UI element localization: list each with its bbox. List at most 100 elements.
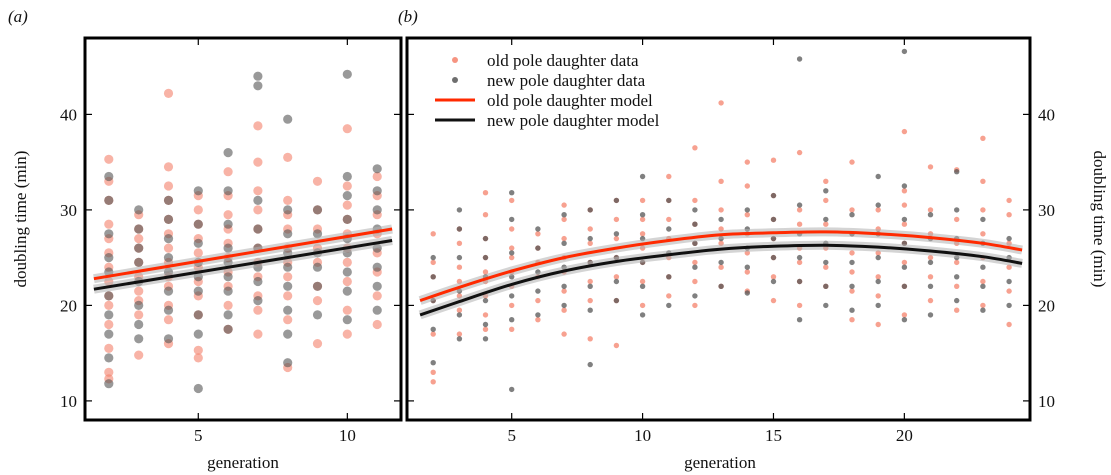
panel-b-old-pole-point [796,259,803,266]
panel-b-old-pole-point [823,221,829,227]
panel-b-old-pole-point [482,212,489,218]
panel-a-old-pole-point [312,296,323,306]
panel-a-new-pole-point [372,164,382,174]
panel-a-old-pole-point [283,315,293,325]
panel-a-frame [83,36,403,422]
panel-b-new-pole-point [901,183,908,189]
panel-a-new-pole-point [312,229,323,239]
panel-a-new-pole-point [223,286,233,296]
panel-b-old-pole-point [718,178,724,184]
panel-b-old-pole-point [901,128,908,135]
panel-b-old-pole-point [692,302,698,309]
panel-a-new-pole-point [193,219,203,229]
panel-a-old-pole-point [134,234,144,244]
panel-a-old-pole-point [134,286,144,296]
panel-b-new-pole-point [456,336,463,342]
panel-b-old-pole-point [980,207,986,213]
panel-b-new-pole-point [901,283,908,289]
panel-b-label: (b) [398,7,418,26]
panel-b-new-pole-point [535,245,541,251]
panel-a-ylabel: doubling time (min) [11,151,30,288]
panel-b-old-pole-point [587,297,593,304]
panel-b-new-pole-point [875,278,881,285]
panel-b-new-pole-point [509,317,515,323]
panel-a-new-pole-point [312,205,323,215]
panel-b-old-pole-point [901,188,908,194]
panel-a-old-pole-point [163,181,174,191]
panel-a-old-pole-point [283,272,293,282]
panel-b-old-pole-point [980,178,986,184]
panel-b-old-pole-point [1006,197,1012,204]
panel-b-old-pole-point [744,183,750,189]
panel-a-old-pole-point [104,300,114,310]
panel-a-old-pole-point [104,219,114,229]
panel-a-new-pole-point [223,219,233,229]
panel-a-old-pole-point [312,176,323,186]
panel-a-new-pole-point [134,257,144,267]
panel-a-label: (a) [8,7,28,26]
panel-b-old-pole-point [901,202,908,208]
panel-b-old-pole-point [430,231,436,237]
panel-b-old-pole-point [718,264,724,270]
panel-b-old-pole-point [613,216,620,223]
panel-b-new-pole-point [744,264,750,270]
panel-b-new-pole-point [509,216,515,223]
panel-b-new-pole-point [613,197,620,204]
panel-b-old-pole-point [509,245,515,251]
panel-b-new-pole-point [639,212,646,218]
panel-a-plot: 5 10 10 20 30 40 [60,36,403,445]
panel-b-old-pole-point [561,307,567,313]
panel-a-xtick-label: 5 [194,426,203,445]
panel-a-new-pole-point [223,324,233,334]
panel-b-old-pole-point [456,307,463,313]
panel-b-old-pole-point [875,207,881,213]
panel-a-new-pole-point [223,148,233,158]
panel-b-new-pole-point [744,207,750,213]
panel-a-xtick-label: 10 [339,426,356,445]
panel-b-new-pole-point [587,235,593,242]
panel-b-old-pole-point [796,207,803,213]
panel-b-old-pole-point [849,250,855,256]
panel-b-new-pole-point [954,297,960,304]
panel-b-new-pole-point [692,293,698,299]
panel-b-new-pole-point [875,254,881,261]
panel-b-old-pole-point [901,221,908,227]
panel-b-new-pole-point [1006,278,1012,285]
panel-b-old-pole-point [796,221,803,227]
panel-b-new-pole-point [927,312,934,318]
panel-b-old-pole-point [927,274,934,280]
panel-b-old-pole-point [509,197,515,204]
panel-b-xtick-label: 10 [634,426,651,445]
panel-a-new-pole-point [163,286,174,296]
panel-b-old-pole-point [509,326,515,332]
panel-a-new-pole-point [104,229,114,239]
panel-b-plot: 5 10 15 20 10 20 30 40 [405,36,1055,445]
panel-a-old-pole-point [372,291,382,301]
panel-b-new-pole-point [639,173,646,180]
panel-b-frame [405,36,1032,422]
panel-b-old-pole-point [849,159,855,165]
panel-b-new-pole-point [718,283,724,289]
panel-b-old-pole-point [613,342,620,349]
panel-b-old-pole-point [666,293,672,299]
panel-b-old-pole-point [639,302,646,309]
panel-b-old-pole-point [639,278,646,285]
panel-b-old-pole-point [535,231,541,237]
panel-a-new-pole-point [193,329,203,339]
panel-b-old-pole-point [875,293,881,299]
panel-b-new-pole-point [561,302,567,309]
panel-a-new-pole-point [372,186,382,196]
panel-b-new-pole-point [927,259,934,266]
panel-a-new-pole-point [253,276,263,287]
panel-a-new-pole-point [283,329,293,339]
panel-b-old-pole-point [692,259,698,266]
panel-a-new-pole-point [104,171,114,182]
panel-a-new-pole-point [104,253,114,263]
panel-a-old-pole-point [253,157,263,167]
panel-b-old-pole-point [849,288,855,294]
panel-b-new-pole-point [770,278,777,285]
panel-b-new-pole-point [718,216,724,223]
panel-a-old-pole-point [104,154,114,164]
panel-b-new-pole-point [692,221,698,227]
panel-a-ytick-label: 20 [60,296,77,315]
